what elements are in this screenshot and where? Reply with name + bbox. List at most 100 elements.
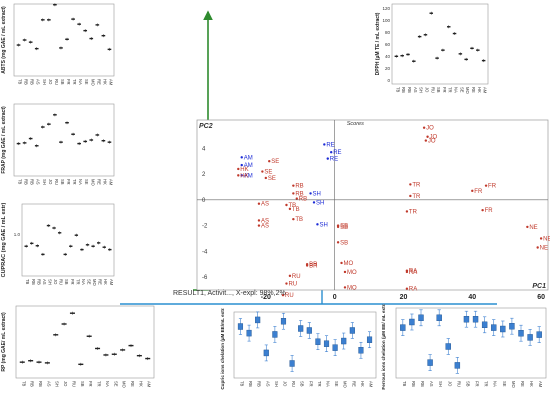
ferrous-box — [536, 331, 542, 338]
pca-point — [288, 207, 292, 211]
pca-point — [481, 208, 484, 212]
abts-xtick: JO — [48, 79, 53, 85]
pca-point — [340, 261, 343, 265]
rp-xtick: JO — [63, 381, 68, 387]
abts-ylabel: ABTS (mg GAE / mL extract) — [1, 6, 7, 74]
dpph-ytick: 120 — [382, 6, 390, 11]
pca-point-label: NE — [529, 225, 537, 231]
pca-point — [264, 176, 268, 180]
cupric-xtick: JO — [282, 381, 287, 387]
pca-point — [285, 282, 288, 285]
rp-panel: RP (mg GAE/ mL extract) TB RB RB AS SH JO RU SB F… — [0, 300, 160, 400]
rp-xtick: TB — [21, 381, 26, 387]
abts-xtick: NA — [78, 79, 83, 85]
frap-panel: FRAP (mg GAE / mL extract) TB RB RB AS SH JO RU… — [0, 100, 120, 198]
abts-xtick: RB — [24, 79, 29, 85]
cupric-box — [349, 327, 355, 334]
dpph-xtick: SE — [459, 87, 464, 93]
cuprac-frame — [21, 203, 115, 277]
ferrous-box — [518, 330, 524, 337]
pca-point — [426, 135, 429, 138]
pca-point-label: RE — [333, 150, 341, 156]
abts-xtick: SH — [42, 79, 47, 85]
rp-xtick: MO — [122, 381, 127, 388]
pca-xtick: -20 — [261, 294, 271, 301]
cuprac-xtick: MO — [92, 279, 97, 286]
dpph-xtick: AM — [483, 87, 488, 94]
pca-point-label: SB — [340, 225, 348, 231]
rp-xtick: RB — [38, 381, 43, 387]
pca-point — [409, 194, 412, 198]
pca-ytick: 2 — [202, 172, 206, 178]
abts-xtick: AS — [36, 79, 41, 85]
pca-point — [281, 293, 285, 297]
pca-point-label: FR — [488, 184, 497, 190]
ferrous-xtick: SB — [465, 381, 470, 387]
pca-point-label: SE — [268, 176, 276, 182]
dpph-xtick: SB — [436, 87, 441, 93]
cuprac-xtick: HK — [103, 279, 108, 285]
pca-point — [309, 192, 312, 195]
cupric-xtick: SH — [274, 381, 279, 387]
dpph-xtick: HK — [477, 87, 482, 93]
ferrous-box — [491, 324, 497, 331]
frap-xtick: RU — [54, 179, 59, 185]
rp-xtick: AM — [147, 381, 152, 388]
ferrous-box — [509, 323, 515, 330]
cuprac-xtick: RU — [59, 279, 64, 285]
pca-point-label: FR — [474, 189, 483, 195]
pca-point — [268, 160, 271, 163]
pca-point-label: RA — [409, 270, 417, 276]
abts-xtick: MO — [90, 79, 95, 86]
rp-ylabel: RP (mg GAE/ mL extract) — [1, 312, 7, 372]
cupric-frame — [233, 311, 377, 379]
pca-point-label: RA — [409, 287, 417, 293]
dpph-xtick: FR — [442, 87, 447, 93]
pca-point — [240, 174, 243, 177]
dpph-xtick: JO — [424, 87, 429, 93]
dpph-xtick: AS — [413, 87, 418, 93]
rp-xtick: HK — [138, 381, 143, 387]
frap-frame — [13, 103, 115, 177]
frap-xtick: MO — [90, 179, 95, 186]
abts-xtick: RE — [96, 79, 101, 85]
pca-point — [285, 203, 288, 207]
pca-ytick: 4 — [202, 146, 206, 152]
rp-xtick: RE — [130, 381, 135, 387]
rp-xtick: RB — [30, 381, 35, 387]
cupric-box — [289, 360, 295, 367]
cupric-xtick: SE — [334, 381, 339, 387]
ferrous-xtick: SH — [438, 381, 443, 387]
pca-point-label: RB — [295, 184, 303, 190]
dpph-xtick: TB — [395, 87, 400, 93]
pca-point — [288, 274, 292, 278]
pca-point-label: SB — [340, 240, 348, 246]
abts-xtick: FR — [66, 79, 71, 85]
cupric-box — [246, 329, 252, 337]
dpph-xtick: MO — [465, 87, 470, 94]
pca-ytick: -6 — [202, 275, 208, 281]
ferrous-xtick: SE — [502, 381, 507, 387]
frap-xtick: HK — [102, 179, 107, 185]
pca-point-label: BR — [309, 264, 318, 270]
pca-point — [471, 189, 474, 193]
frap-xtick: AS — [36, 179, 41, 185]
cuprac-xtick: RB — [31, 279, 36, 285]
abts-xtick: RB — [30, 79, 35, 85]
pca-point — [326, 157, 329, 160]
ferrous-xtick: JO — [447, 381, 452, 387]
cupric-xtick: TR — [317, 381, 322, 387]
pca-point — [316, 223, 319, 226]
pca-point — [536, 246, 539, 249]
pca-point-label: NE — [540, 246, 548, 252]
ferrous-xtick: AM — [538, 381, 543, 388]
cuprac-ytick: 1.0 — [14, 232, 21, 237]
cupric-xtick: RE — [351, 381, 356, 387]
rp-xtick: AS — [46, 381, 51, 387]
pca-point-label: RB — [299, 197, 307, 203]
pca-point — [330, 150, 333, 154]
pca-point — [405, 287, 409, 290]
frap-xtick: TB — [18, 179, 23, 185]
dpph-ytick: 40 — [385, 54, 391, 59]
